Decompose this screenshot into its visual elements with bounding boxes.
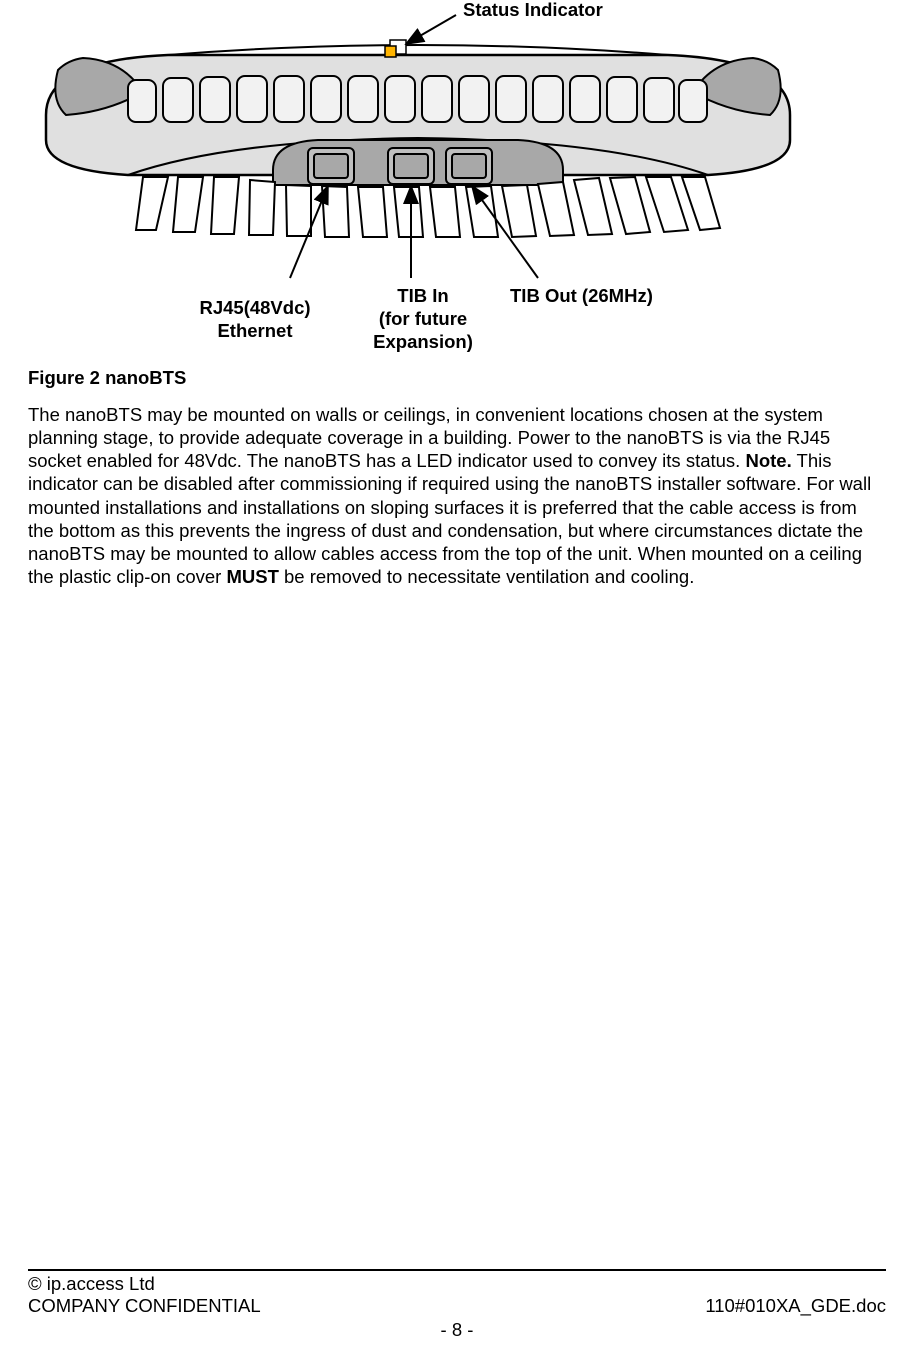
body-text-note: Note. [745,450,791,471]
body-text-c: be removed to necessitate ventilation an… [279,566,694,587]
status-led [385,40,406,57]
callout-tib-in-l1: TIB In [397,285,448,306]
footer-docref: 110#010XA_GDE.doc [705,1295,886,1317]
callout-tib-in: TIB In (for future Expansion) [348,284,498,353]
footer-page-number: - 8 - [28,1319,886,1341]
page-footer: © ip.access Ltd COMPANY CONFIDENTIAL 110… [28,1269,886,1341]
device-body [46,40,790,237]
body-paragraph: The nanoBTS may be mounted on walls or c… [28,403,886,588]
figure-caption: Figure 2 nanoBTS [28,367,886,389]
diagram-area: Status Indicator [28,0,886,365]
footer-divider [28,1269,886,1271]
callout-rj45-l1: RJ45(48Vdc) [199,297,310,318]
body-text-a: The nanoBTS may be mounted on walls or c… [28,404,830,471]
callout-tib-in-l3: Expansion) [373,331,473,352]
footer-confidential: COMPANY CONFIDENTIAL [28,1295,261,1317]
body-text-must: MUST [226,566,278,587]
page: Status Indicator [0,0,914,1361]
callout-tib-in-l2: (for future [379,308,467,329]
callout-tib-out: TIB Out (26MHz) [510,284,730,307]
footer-copyright: © ip.access Ltd [28,1273,886,1295]
callout-rj45-l2: Ethernet [217,320,292,341]
arrow-status [406,15,456,44]
callout-rj45: RJ45(48Vdc) Ethernet [175,296,335,342]
